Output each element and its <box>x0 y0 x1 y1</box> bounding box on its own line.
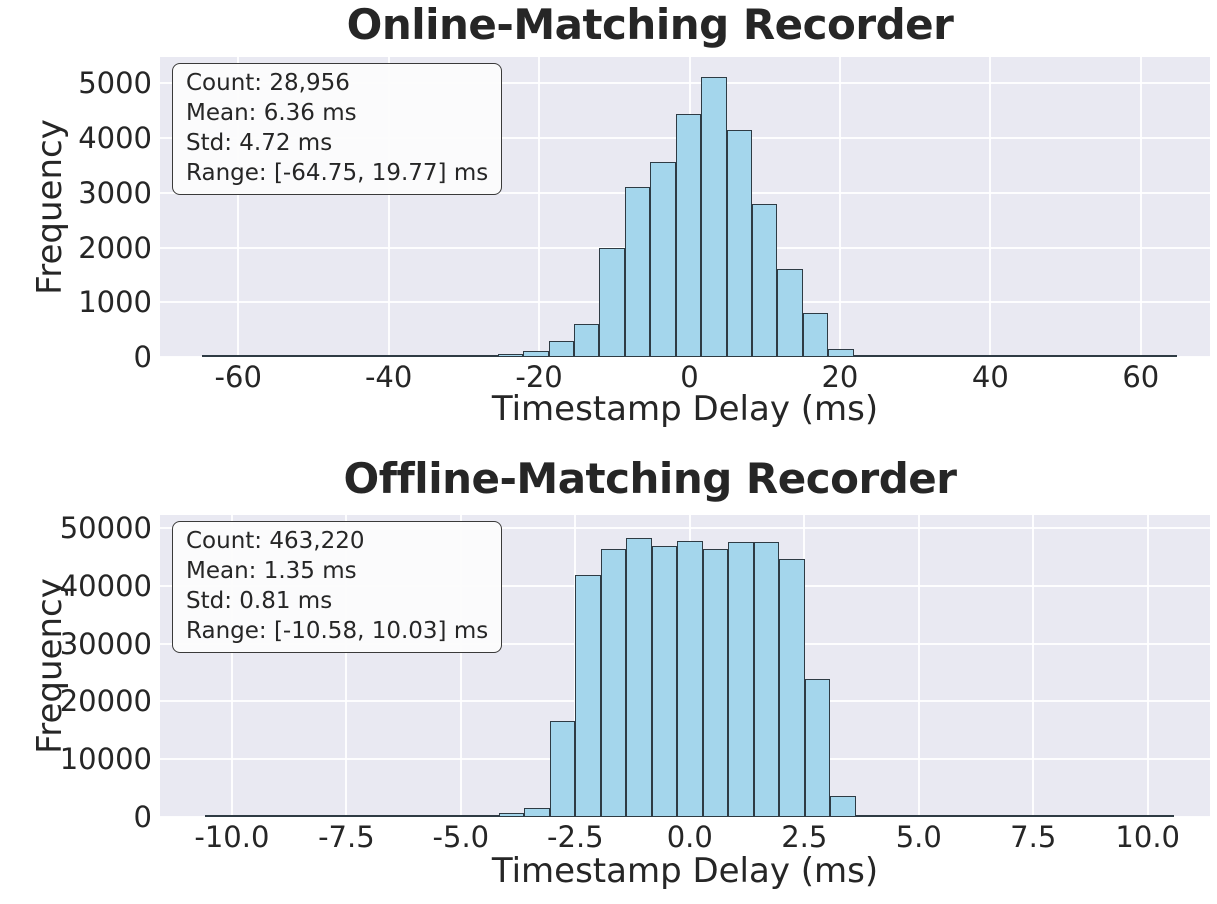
histogram-bar <box>472 354 498 357</box>
gridline-vertical <box>237 57 240 357</box>
histogram-bar <box>524 808 550 817</box>
y-tick-label: 3000 <box>78 175 152 210</box>
stats-std: Std: 4.72 ms <box>186 130 333 156</box>
gridline-vertical <box>1146 515 1149 817</box>
chart-section-offline: Offline-Matching Recorder Frequency Coun… <box>0 452 1217 904</box>
chart-section-online: Online-Matching Recorder Frequency Count… <box>0 0 1210 429</box>
histogram-bar <box>497 353 524 357</box>
y-tick-label: 40000 <box>59 568 152 603</box>
x-tick-label: -40 <box>364 360 413 394</box>
histogram-bar <box>549 721 576 817</box>
x-tick-label: -20 <box>515 360 563 394</box>
x-tick-label: 10.0 <box>1115 820 1180 854</box>
y-tick-label: 2000 <box>78 230 152 265</box>
histogram-bar <box>523 350 549 357</box>
gridline-vertical <box>838 57 841 357</box>
histogram-bar <box>421 354 447 357</box>
stats-mean: Mean: 6.36 ms <box>186 100 357 126</box>
x-tick-label: 5.0 <box>895 820 942 854</box>
y-tick-label: 5000 <box>78 66 152 101</box>
y-axis-ticks: 0 1000 2000 3000 4000 5000 <box>0 57 152 374</box>
plot-area: Count: 463,220 Mean: 1.35 ms Std: 0.81 m… <box>160 515 1210 817</box>
x-tick-label: -10.0 <box>194 820 270 854</box>
x-tick-label: -60 <box>214 360 262 394</box>
gridline-vertical <box>387 57 390 357</box>
histogram-bar <box>802 313 829 357</box>
stats-mean: Mean: 1.35 ms <box>186 558 357 584</box>
histogram-bar <box>777 269 803 357</box>
histogram-bar <box>498 812 525 817</box>
histogram-bar <box>701 76 727 357</box>
histogram-bar <box>804 678 831 817</box>
gridline-vertical <box>538 57 541 357</box>
histogram-bar <box>753 541 780 817</box>
gridline-vertical <box>459 515 462 817</box>
y-axis-ticks: 0 10000 20000 30000 40000 50000 <box>0 511 152 834</box>
histogram-bar <box>396 354 422 357</box>
x-axis-label: Timestamp Delay (ms) <box>491 851 879 891</box>
plot-area: Count: 28,956 Mean: 6.36 ms Std: 4.72 ms… <box>160 57 1210 357</box>
histogram-bar <box>624 187 651 357</box>
x-tick-label: 40 <box>971 360 1009 394</box>
x-tick-label: 0 <box>680 360 699 394</box>
y-tick-label: 30000 <box>59 626 152 661</box>
histogram-bar <box>728 542 754 817</box>
histogram-bar <box>599 247 625 357</box>
y-tick-label: 1000 <box>78 285 152 320</box>
y-tick-label: 0 <box>133 800 152 834</box>
x-tick-label: -5.0 <box>432 820 490 854</box>
x-tick-label: -7.5 <box>318 820 375 854</box>
histogram-bar <box>855 814 882 817</box>
chart-title: Online-Matching Recorder <box>346 0 954 49</box>
x-tick-label: 7.5 <box>1010 820 1057 854</box>
histogram-bar <box>650 162 676 357</box>
histogram-bar <box>600 549 627 817</box>
y-tick-label: 20000 <box>59 684 152 719</box>
stats-box: Count: 463,220 Mean: 1.35 ms Std: 0.81 m… <box>172 521 503 653</box>
x-tick-label: 2.5 <box>781 820 828 854</box>
gridline-vertical <box>1139 57 1142 357</box>
gridline-vertical <box>230 515 233 817</box>
histogram-bar <box>626 538 652 817</box>
x-tick-label: 20 <box>821 360 859 394</box>
histogram-bar <box>726 129 753 357</box>
histogram-bar <box>548 340 575 357</box>
stats-count: Count: 463,220 <box>186 528 365 554</box>
stats-std: Std: 0.81 ms <box>186 588 333 614</box>
histogram-bar <box>651 545 678 817</box>
y-tick-label: 10000 <box>59 742 152 777</box>
chart-title: Offline-Matching Recorder <box>343 454 957 503</box>
gridline-vertical <box>917 515 920 817</box>
y-tick-label: 50000 <box>59 511 152 546</box>
x-tick-label: 60 <box>1122 360 1160 394</box>
histogram-bar <box>702 549 729 817</box>
stats-count: Count: 28,956 <box>186 70 350 96</box>
histogram-bar <box>675 114 702 357</box>
histogram-bar <box>828 348 854 357</box>
histogram-bar <box>446 354 473 357</box>
histogram-bar <box>575 575 601 817</box>
histogram-bar <box>574 324 600 357</box>
x-tick-label: -2.5 <box>547 820 604 854</box>
y-tick-label: 4000 <box>78 121 152 156</box>
histogram-bar <box>752 203 778 357</box>
gridline-horizontal <box>160 527 1210 529</box>
histogram-bar <box>830 795 856 817</box>
stats-range: Range: [-64.75, 19.77] ms <box>186 160 489 186</box>
histogram-bar <box>677 541 703 817</box>
stats-box: Count: 28,956 Mean: 6.36 ms Std: 4.72 ms… <box>172 63 503 195</box>
gridline-vertical <box>345 515 348 817</box>
gridline-vertical <box>989 57 992 357</box>
x-axis-ticks: -10.0 -7.5 -5.0 -2.5 0.0 2.5 5.0 7.5 10.0 <box>160 820 1210 860</box>
histogram-bar <box>779 559 805 817</box>
x-tick-label: 0.0 <box>666 820 713 854</box>
x-axis-ticks: -60 -40 -20 0 20 40 60 <box>160 360 1210 400</box>
stats-range: Range: [-10.58, 10.03] ms <box>186 618 489 644</box>
gridline-vertical <box>1032 515 1035 817</box>
gridline-horizontal <box>160 82 1210 85</box>
y-tick-label: 0 <box>133 340 152 374</box>
x-axis-label: Timestamp Delay (ms) <box>491 389 879 429</box>
